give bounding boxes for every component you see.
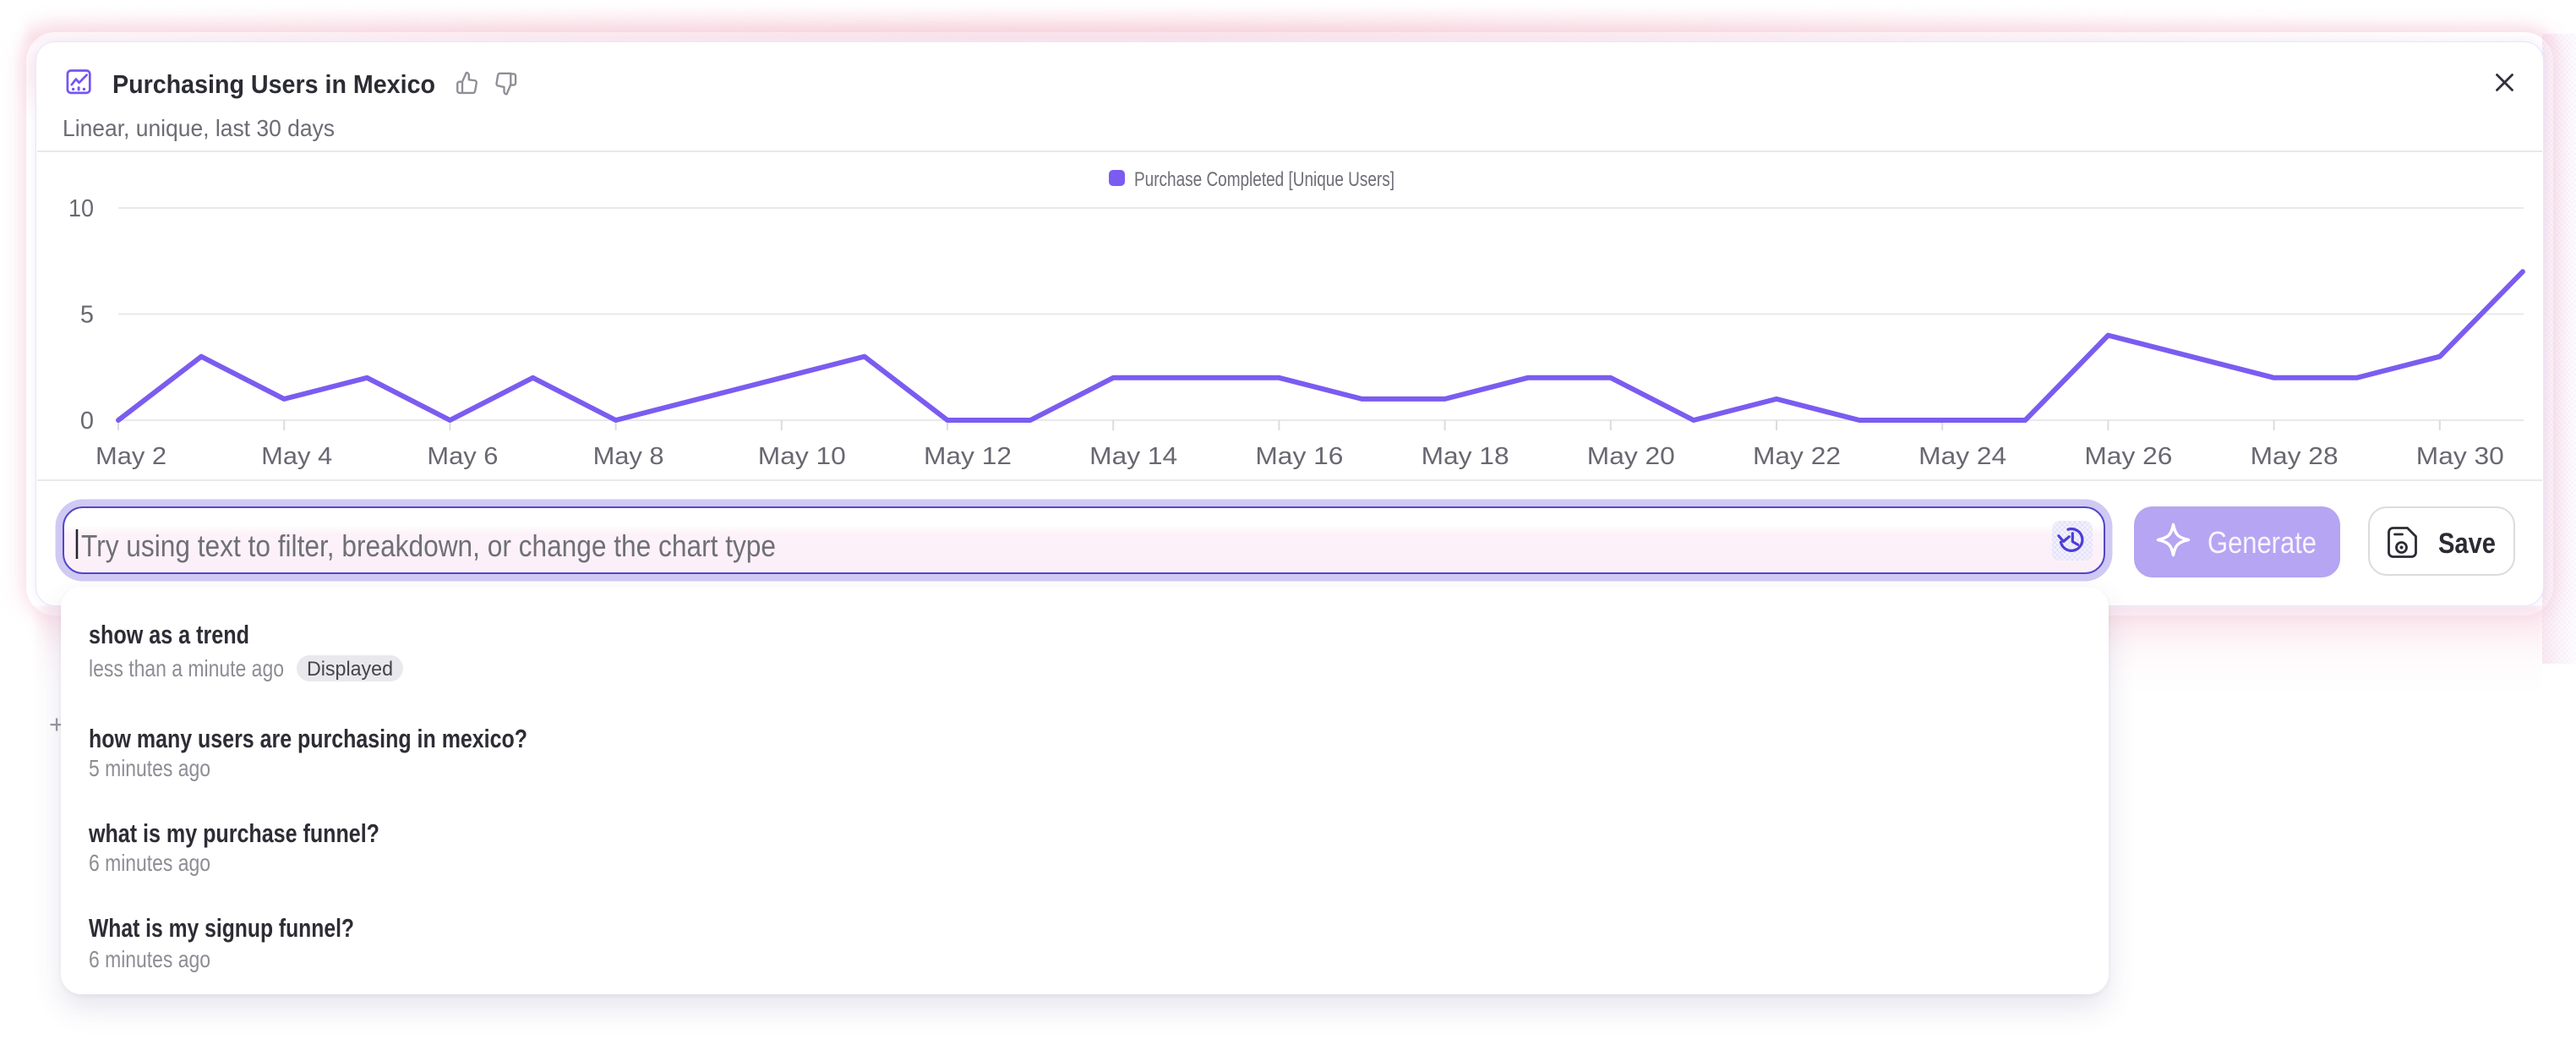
svg-text:May 12: May 12 [924, 443, 1012, 470]
svg-text:6 minutes ago: 6 minutes ago [89, 850, 210, 876]
svg-text:show as a trend: show as a trend [89, 620, 249, 649]
svg-text:May 14: May 14 [1089, 443, 1177, 470]
svg-text:6 minutes ago: 6 minutes ago [89, 946, 210, 972]
svg-text:What is my signup funnel?: What is my signup funnel? [89, 913, 354, 943]
svg-text:Save: Save [2438, 528, 2496, 560]
svg-text:5 minutes ago: 5 minutes ago [89, 755, 210, 781]
svg-text:what is my purchase funnel?: what is my purchase funnel? [88, 818, 379, 848]
svg-text:May 24: May 24 [1918, 443, 2006, 470]
svg-text:May 28: May 28 [2251, 443, 2339, 470]
svg-text:10: 10 [68, 195, 94, 222]
svg-text:less than a minute ago: less than a minute ago [89, 655, 284, 681]
svg-text:May 26: May 26 [2084, 443, 2172, 470]
svg-text:May 20: May 20 [1587, 443, 1675, 470]
svg-text:May 22: May 22 [1753, 443, 1841, 470]
svg-text:Try using text to filter, brea: Try using text to filter, breakdown, or … [81, 528, 776, 563]
svg-text:Generate: Generate [2208, 525, 2317, 560]
svg-text:May 8: May 8 [593, 443, 664, 470]
svg-text:Displayed: Displayed [307, 658, 393, 681]
svg-text:5: 5 [80, 302, 94, 329]
svg-text:May 10: May 10 [758, 443, 846, 470]
svg-text:Purchasing Users in Mexico: Purchasing Users in Mexico [112, 69, 435, 99]
svg-text:May 6: May 6 [427, 443, 498, 470]
svg-text:Linear, unique, last 30 days: Linear, unique, last 30 days [63, 115, 335, 141]
svg-text:May 18: May 18 [1422, 443, 1509, 470]
svg-text:May 2: May 2 [96, 443, 166, 470]
svg-text:May 30: May 30 [2416, 443, 2504, 470]
svg-text:May 4: May 4 [261, 443, 332, 470]
svg-text:0: 0 [80, 408, 94, 435]
svg-text:how many users are purchasing: how many users are purchasing in mexico? [89, 724, 527, 753]
svg-text:May 16: May 16 [1255, 443, 1343, 470]
svg-text:Purchase Completed [Unique Use: Purchase Completed [Unique Users] [1134, 168, 1394, 191]
